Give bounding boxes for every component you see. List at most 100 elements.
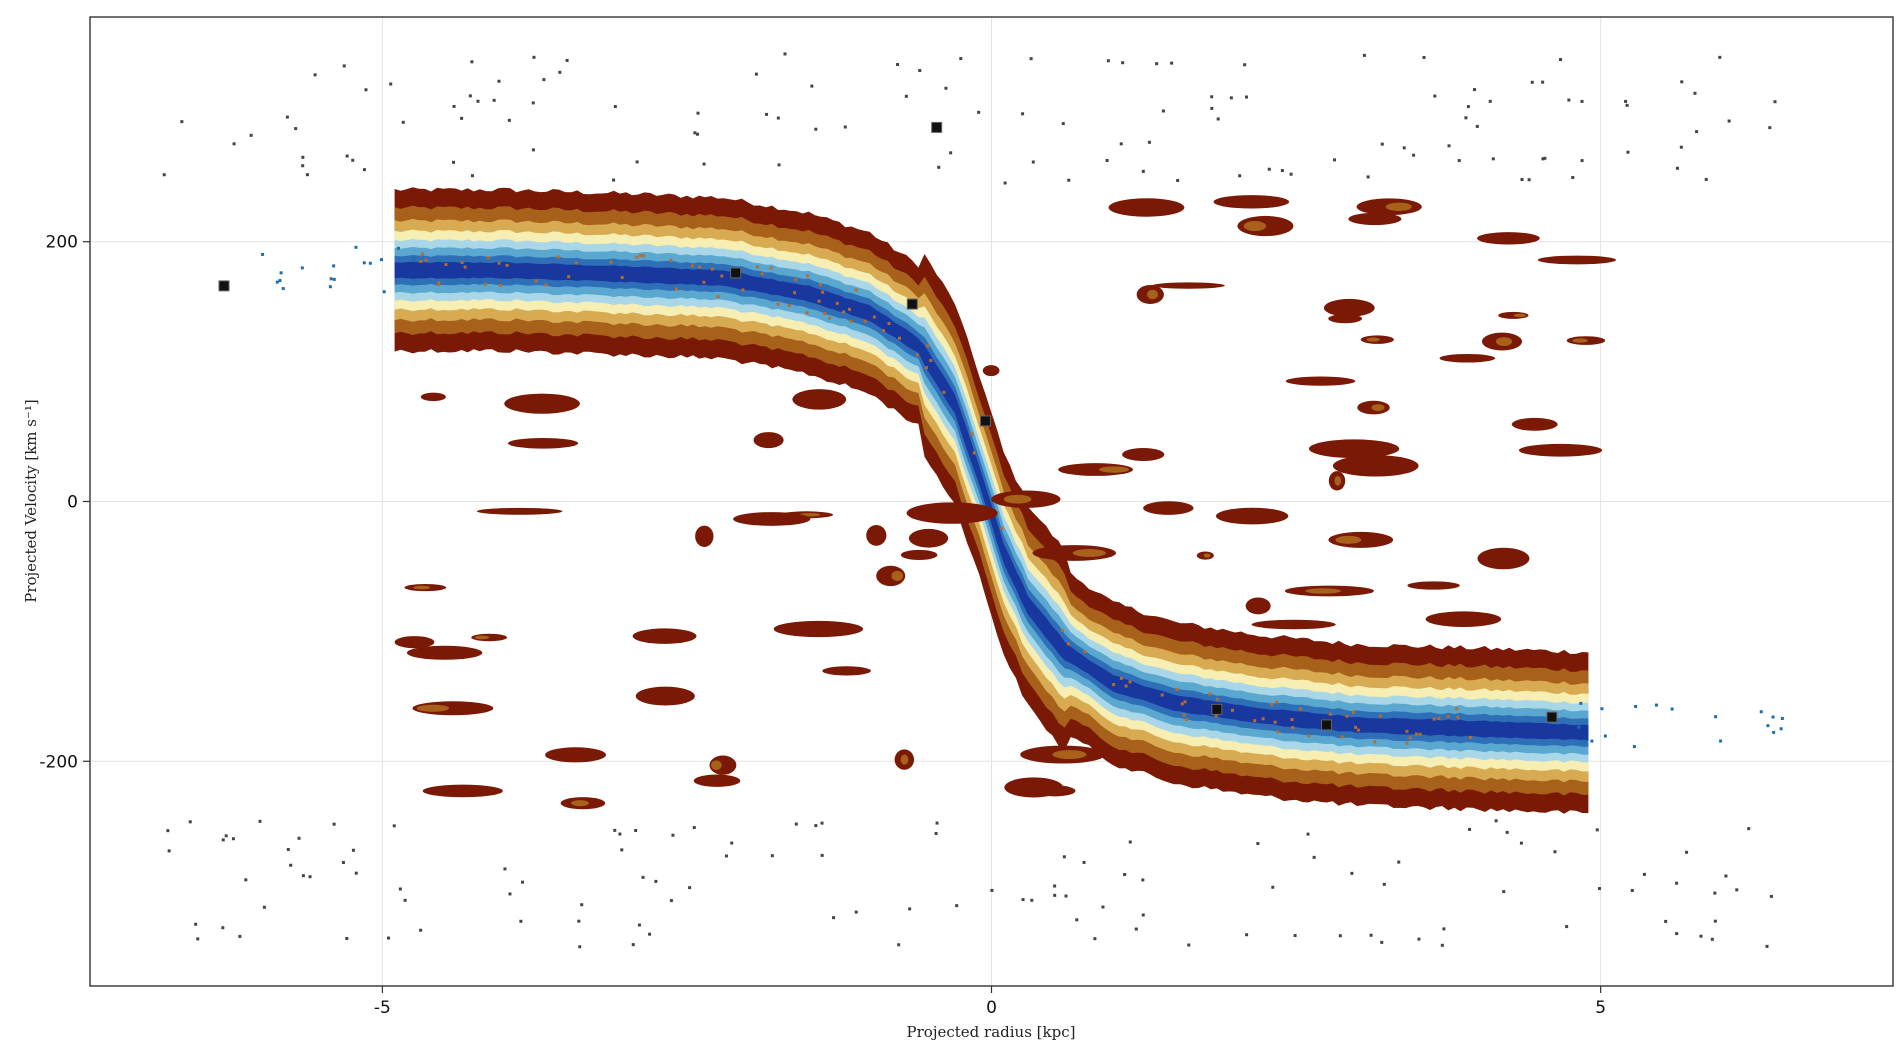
scatter-point [918, 69, 922, 73]
stellar-point [1321, 719, 1333, 731]
scatter-point [908, 907, 912, 911]
scatter-point [578, 945, 582, 949]
scatter-point [460, 260, 464, 264]
scatter-point [364, 88, 368, 92]
scatter-point [1626, 150, 1630, 154]
noise-blob [1332, 455, 1419, 477]
scatter-point [776, 302, 780, 306]
scatter-point [720, 274, 724, 278]
noise-blob [900, 549, 938, 560]
scatter-point [1675, 166, 1679, 170]
scatter-points [162, 52, 1784, 949]
scatter-point [1082, 860, 1086, 864]
scatter-point [1466, 105, 1470, 109]
scatter-point [484, 282, 488, 286]
scatter-point [308, 875, 312, 879]
scatter-point [392, 824, 396, 828]
scatter-point [648, 932, 652, 936]
scatter-point [1541, 80, 1545, 84]
scatter-point [819, 283, 823, 287]
x-tick-label: 5 [1595, 998, 1606, 1018]
scatter-point [238, 934, 242, 938]
scatter-point [1293, 934, 1297, 938]
scatter-point [1685, 850, 1689, 854]
scatter-point [1780, 717, 1784, 721]
scatter-point [332, 277, 336, 281]
scatter-point [1693, 91, 1697, 95]
scatter-point [232, 142, 236, 146]
scatter-point [249, 133, 253, 137]
scatter-point [301, 874, 305, 878]
scatter-point [1417, 937, 1421, 941]
stellar-point [1211, 703, 1223, 715]
scatter-point [639, 253, 643, 257]
scatter-point [301, 155, 305, 159]
noise-blob-core [1099, 466, 1129, 473]
x-tick-label: 0 [986, 998, 997, 1018]
scatter-point [1230, 708, 1234, 712]
noise-blob-core [1495, 337, 1513, 347]
scatter-point [970, 432, 974, 436]
noise-blob [709, 755, 737, 775]
scatter-point [1727, 119, 1731, 123]
scatter-point [1340, 735, 1344, 739]
y-axis-label: Projected Velocity [km s⁻¹] [22, 399, 40, 603]
scatter-point [1765, 944, 1769, 948]
scatter-point [609, 260, 613, 264]
contour-level-7 [394, 255, 1589, 747]
noise-blob [1143, 501, 1194, 515]
scatter-point [1567, 98, 1571, 102]
scatter-point [842, 310, 846, 314]
noise-blob-core [1203, 553, 1211, 558]
scatter-point [354, 245, 358, 249]
scatter-point [693, 131, 697, 135]
scatter-point [1505, 830, 1509, 834]
scatter-point [1654, 703, 1658, 707]
scatter-point [1061, 629, 1065, 633]
scatter-point [345, 936, 349, 940]
scatter-point [716, 295, 720, 299]
scatter-point [556, 255, 560, 259]
scatter-point [702, 280, 706, 284]
scatter-point [854, 910, 858, 914]
scatter-point [1003, 181, 1007, 185]
scatter-point [1134, 927, 1138, 931]
scatter-point [470, 60, 474, 64]
scatter-point [1559, 57, 1563, 61]
scatter-point [1187, 943, 1191, 947]
noise-blob-core [1003, 494, 1032, 504]
scatter-point [613, 828, 617, 832]
scatter-point [637, 923, 641, 927]
scatter-point [1029, 57, 1033, 61]
noise-blob-core [1371, 404, 1385, 411]
scatter-point [403, 898, 407, 902]
scatter-point [820, 853, 824, 857]
scatter-point [843, 125, 847, 129]
noise-blob [1213, 195, 1290, 209]
scatter-point [691, 264, 695, 268]
scatter-point [1670, 707, 1674, 711]
scatter-point [777, 163, 781, 167]
scatter-point [380, 258, 384, 262]
scatter-point [1170, 61, 1174, 65]
noise-blob-core [1305, 588, 1341, 594]
scatter-point [631, 943, 635, 947]
scatter-point [1699, 934, 1703, 938]
scatter-point [620, 275, 624, 279]
scatter-point [1541, 157, 1545, 161]
noise-blob [1108, 198, 1185, 217]
scatter-point [613, 105, 617, 109]
scatter-point [1457, 159, 1461, 163]
scatter-point [1141, 169, 1145, 173]
scatter-point [1488, 99, 1492, 103]
scatter-point [896, 63, 900, 67]
scatter-point [612, 178, 616, 182]
scatter-point [499, 283, 503, 287]
x-tick-label: -5 [374, 998, 391, 1018]
scatter-point [444, 263, 448, 267]
scatter-point [1595, 828, 1599, 832]
scatter-point [468, 94, 472, 98]
scatter-point [1147, 140, 1151, 144]
scatter-point [814, 824, 818, 828]
scatter-point [695, 132, 699, 136]
